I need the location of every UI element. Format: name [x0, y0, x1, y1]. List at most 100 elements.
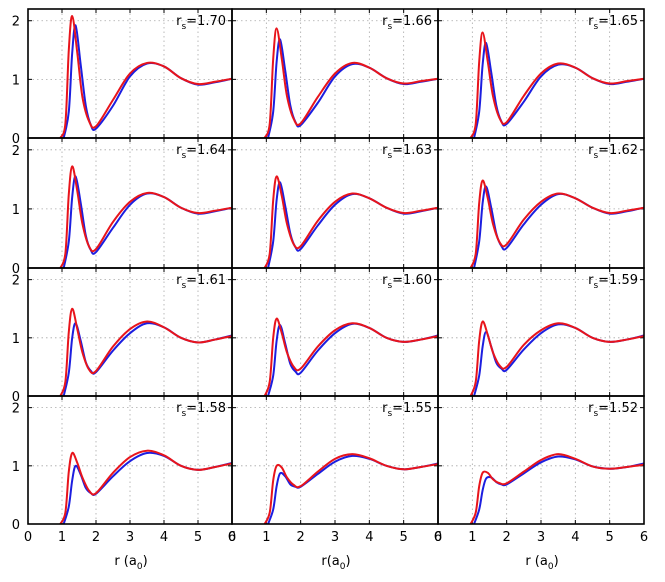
y-tick-label: 1	[12, 332, 20, 347]
panel-label-value: =1.70	[186, 14, 226, 29]
panel-label-main: r	[176, 14, 182, 29]
panel-label-sub: s	[593, 409, 598, 419]
panel-label-value: =1.52	[598, 401, 638, 416]
panel-label-value: =1.62	[598, 143, 638, 158]
x-tick-label: 4	[571, 530, 579, 545]
x-tick-label: 4	[160, 530, 168, 545]
panel-label-value: =1.66	[392, 14, 432, 29]
panel-label-main: r	[176, 401, 182, 416]
x-axis-label-base: r(a	[321, 554, 339, 569]
y-tick-label: 2	[12, 274, 20, 289]
panel-label: rs=1.66	[382, 14, 432, 32]
series-line-blue	[473, 42, 644, 138]
series-line-red	[59, 449, 232, 524]
panel-label-value: =1.65	[598, 14, 638, 29]
panel-label: rs=1.60	[382, 273, 432, 291]
panel-label: rs=1.63	[382, 143, 432, 161]
panel-label-main: r	[588, 14, 594, 29]
panel-7: rs=1.61 0 1 2	[12, 267, 233, 405]
series-line-red	[263, 27, 438, 138]
panel-label: rs=1.70	[176, 14, 226, 32]
panel-label-value: =1.64	[186, 143, 226, 158]
x-axis-label-tail: )	[554, 554, 559, 569]
y-tick-label: 1	[12, 73, 20, 88]
x-tick-value: 0	[24, 530, 32, 545]
x-axis-label-tail: )	[346, 554, 351, 569]
x-tick-value: 3	[331, 530, 339, 545]
x-tick-label: 3	[537, 530, 545, 545]
x-tick-value: 4	[365, 530, 373, 545]
x-tick-value: 3	[537, 530, 545, 545]
panel-label-main: r	[382, 401, 388, 416]
x-tick-value: 2	[92, 530, 100, 545]
y-tick-label: 2	[12, 402, 20, 417]
x-tick-value: 1	[58, 530, 66, 545]
panel-label-sub: s	[181, 281, 186, 291]
x-axis-label: r(a0)	[321, 554, 350, 572]
y-tick-label: 0	[12, 390, 20, 405]
x-tick-value: 0	[228, 530, 236, 545]
series-line-red	[59, 15, 232, 138]
panel-3: rs=1.65	[437, 8, 645, 139]
panel-label-main: r	[382, 273, 388, 288]
x-tick-label: 2	[503, 530, 511, 545]
x-axis-label-sub: 0	[340, 562, 346, 572]
y-tick-value: 2	[12, 144, 20, 159]
panel-label: rs=1.64	[176, 143, 226, 161]
series-line-red	[469, 453, 644, 524]
panel-label-sub: s	[387, 22, 392, 32]
panel-label-value: =1.60	[392, 273, 432, 288]
panel-curves	[469, 320, 644, 396]
x-tick-value: 4	[160, 530, 168, 545]
x-tick-label: 6	[228, 530, 236, 545]
y-tick-value: 1	[12, 332, 20, 347]
panel-curves	[59, 165, 232, 268]
panel-10: rs=1.58 0 1 2 0 1 2 3 4 5 6	[12, 395, 236, 545]
panel-label-main: r	[588, 401, 594, 416]
x-tick-label: 0	[24, 530, 32, 545]
panel-11: rs=1.55 0 1 2 3 4 5 6	[228, 395, 442, 545]
x-tick-label: 2	[92, 530, 100, 545]
series-line-blue	[62, 451, 232, 524]
panel-6: rs=1.62	[437, 137, 645, 269]
panel-label-sub: s	[593, 281, 598, 291]
panel-label: rs=1.61	[176, 273, 226, 291]
y-tick-value: 0	[12, 262, 20, 277]
y-tick-value: 2	[12, 15, 20, 30]
panel-label-sub: s	[387, 281, 392, 291]
panel-label: rs=1.62	[588, 143, 638, 161]
x-tick-label: 6	[640, 530, 648, 545]
panel-curves	[263, 453, 438, 524]
x-tick-value: 0	[434, 530, 442, 545]
panel-label-sub: s	[387, 409, 392, 419]
x-tick-label: 5	[194, 530, 202, 545]
x-tick-value: 5	[606, 530, 614, 545]
panel-4: rs=1.64 0 1 2	[12, 137, 233, 277]
panel-curves	[469, 453, 644, 524]
series-line-red	[59, 165, 232, 268]
y-tick-value: 1	[12, 460, 20, 475]
x-tick-label: 1	[468, 530, 476, 545]
series-line-red	[263, 175, 438, 268]
x-axis-label-sub: 0	[137, 562, 143, 572]
panel-label-sub: s	[593, 151, 598, 161]
x-tick-label: 5	[606, 530, 614, 545]
panel-label: rs=1.58	[176, 401, 226, 419]
x-axis-label-base: r (a	[114, 554, 137, 569]
x-tick-value: 5	[194, 530, 202, 545]
panel-label-main: r	[588, 143, 594, 158]
panel-1: rs=1.70 0 1 2	[12, 8, 233, 147]
panel-label-value: =1.63	[392, 143, 432, 158]
panel-curves	[263, 27, 438, 138]
y-tick-label: 1	[12, 460, 20, 475]
x-tick-label: 0	[228, 530, 236, 545]
series-line-blue	[473, 323, 644, 396]
y-tick-value: 0	[12, 390, 20, 405]
panel-curves	[469, 179, 644, 268]
x-axis-label: r (a0)	[525, 554, 558, 572]
panel-label-sub: s	[181, 409, 186, 419]
series-line-blue	[267, 322, 438, 396]
x-tick-label: 3	[126, 530, 134, 545]
series-line-red	[469, 179, 644, 268]
